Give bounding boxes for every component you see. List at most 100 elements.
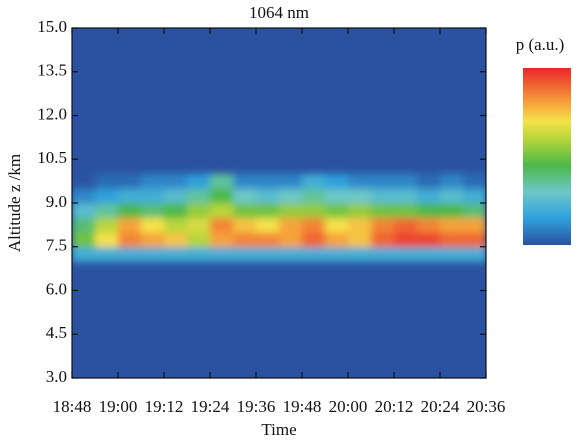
- heat-cell: [302, 217, 326, 233]
- heat-cell: [187, 203, 211, 219]
- heat-cell: [187, 217, 211, 233]
- heat-cell: [417, 217, 441, 233]
- heat-cell: [394, 217, 418, 233]
- heat-cell: [72, 232, 96, 248]
- heat-cell: [394, 173, 418, 189]
- y-tick-label: 9.0: [46, 192, 67, 211]
- heat-cell: [95, 232, 119, 248]
- heat-cell: [95, 173, 119, 189]
- y-axis-label: Altitude z /km: [5, 154, 24, 252]
- heat-cell: [256, 188, 280, 204]
- heat-cell: [348, 188, 372, 204]
- heat-cell: [463, 203, 486, 219]
- heat-cell: [164, 188, 188, 204]
- heat-cell: [141, 232, 165, 248]
- colorbar-label: p (a.u.): [516, 35, 565, 54]
- x-tick-label: 19:48: [283, 397, 322, 416]
- heat-cell: [279, 188, 303, 204]
- y-tick-label: 15.0: [37, 17, 67, 36]
- heat-cell: [440, 232, 464, 248]
- y-tick-label: 3.0: [46, 367, 67, 386]
- heatmap: [72, 173, 486, 262]
- heat-cell: [463, 232, 486, 248]
- heat-cell: [233, 188, 257, 204]
- heat-cell: [256, 203, 280, 219]
- heat-cell: [233, 173, 257, 189]
- heat-cell: [440, 203, 464, 219]
- heat-cell: [417, 246, 441, 262]
- heat-cell: [233, 246, 257, 262]
- heat-cell: [72, 173, 96, 189]
- heat-cell: [210, 217, 234, 233]
- heat-cell: [118, 246, 142, 262]
- heat-cell: [302, 173, 326, 189]
- heat-cell: [440, 217, 464, 233]
- heat-cell: [141, 188, 165, 204]
- x-tick-label: 19:00: [99, 397, 138, 416]
- heat-cell: [187, 188, 211, 204]
- heat-cell: [141, 173, 165, 189]
- heat-cell: [302, 203, 326, 219]
- heat-cell: [348, 217, 372, 233]
- heat-cell: [325, 188, 349, 204]
- y-tick-label: 7.5: [46, 236, 67, 255]
- y-tick-label: 6.0: [46, 279, 67, 298]
- heat-cell: [187, 232, 211, 248]
- heat-cell: [118, 173, 142, 189]
- heat-cell: [210, 188, 234, 204]
- heat-cell: [371, 217, 395, 233]
- heat-cell: [302, 232, 326, 248]
- heat-cell: [118, 203, 142, 219]
- heat-cell: [325, 173, 349, 189]
- x-axis-label: Time: [261, 420, 296, 439]
- heat-cell: [210, 232, 234, 248]
- heat-cell: [325, 217, 349, 233]
- heat-cell: [302, 188, 326, 204]
- heat-cell: [256, 232, 280, 248]
- x-tick-label: 20:24: [421, 397, 460, 416]
- heat-cell: [95, 188, 119, 204]
- heat-cell: [348, 246, 372, 262]
- heat-cell: [394, 232, 418, 248]
- heat-cell: [371, 203, 395, 219]
- heat-cell: [463, 173, 486, 189]
- heat-cell: [210, 173, 234, 189]
- heat-cell: [164, 246, 188, 262]
- heat-cell: [348, 203, 372, 219]
- x-tick-label: 20:00: [329, 397, 368, 416]
- x-tick-label: 19:12: [145, 397, 184, 416]
- heat-cell: [233, 203, 257, 219]
- heat-cell: [417, 232, 441, 248]
- heat-cell: [348, 173, 372, 189]
- heat-cell: [417, 173, 441, 189]
- x-tick-label: 20:12: [375, 397, 414, 416]
- heat-cell: [279, 217, 303, 233]
- heat-cell: [440, 173, 464, 189]
- x-tick-label: 18:48: [53, 397, 92, 416]
- heat-cell: [256, 217, 280, 233]
- heat-cell: [440, 246, 464, 262]
- heat-cell: [417, 203, 441, 219]
- heat-cell: [371, 246, 395, 262]
- heat-cell: [118, 188, 142, 204]
- heat-cell: [164, 203, 188, 219]
- heat-cell: [417, 188, 441, 204]
- heat-cell: [72, 217, 96, 233]
- heat-cell: [141, 246, 165, 262]
- heat-cell: [233, 217, 257, 233]
- heat-cell: [463, 217, 486, 233]
- heat-cell: [302, 246, 326, 262]
- heat-cell: [371, 188, 395, 204]
- heat-cell: [325, 232, 349, 248]
- y-tick-label: 13.5: [37, 61, 67, 80]
- heat-cell: [463, 246, 486, 262]
- heat-cell: [187, 173, 211, 189]
- heat-cell: [371, 173, 395, 189]
- heat-cell: [463, 188, 486, 204]
- heat-cell: [325, 203, 349, 219]
- heat-cell: [72, 246, 96, 262]
- heat-cell: [348, 232, 372, 248]
- heat-cell: [95, 246, 119, 262]
